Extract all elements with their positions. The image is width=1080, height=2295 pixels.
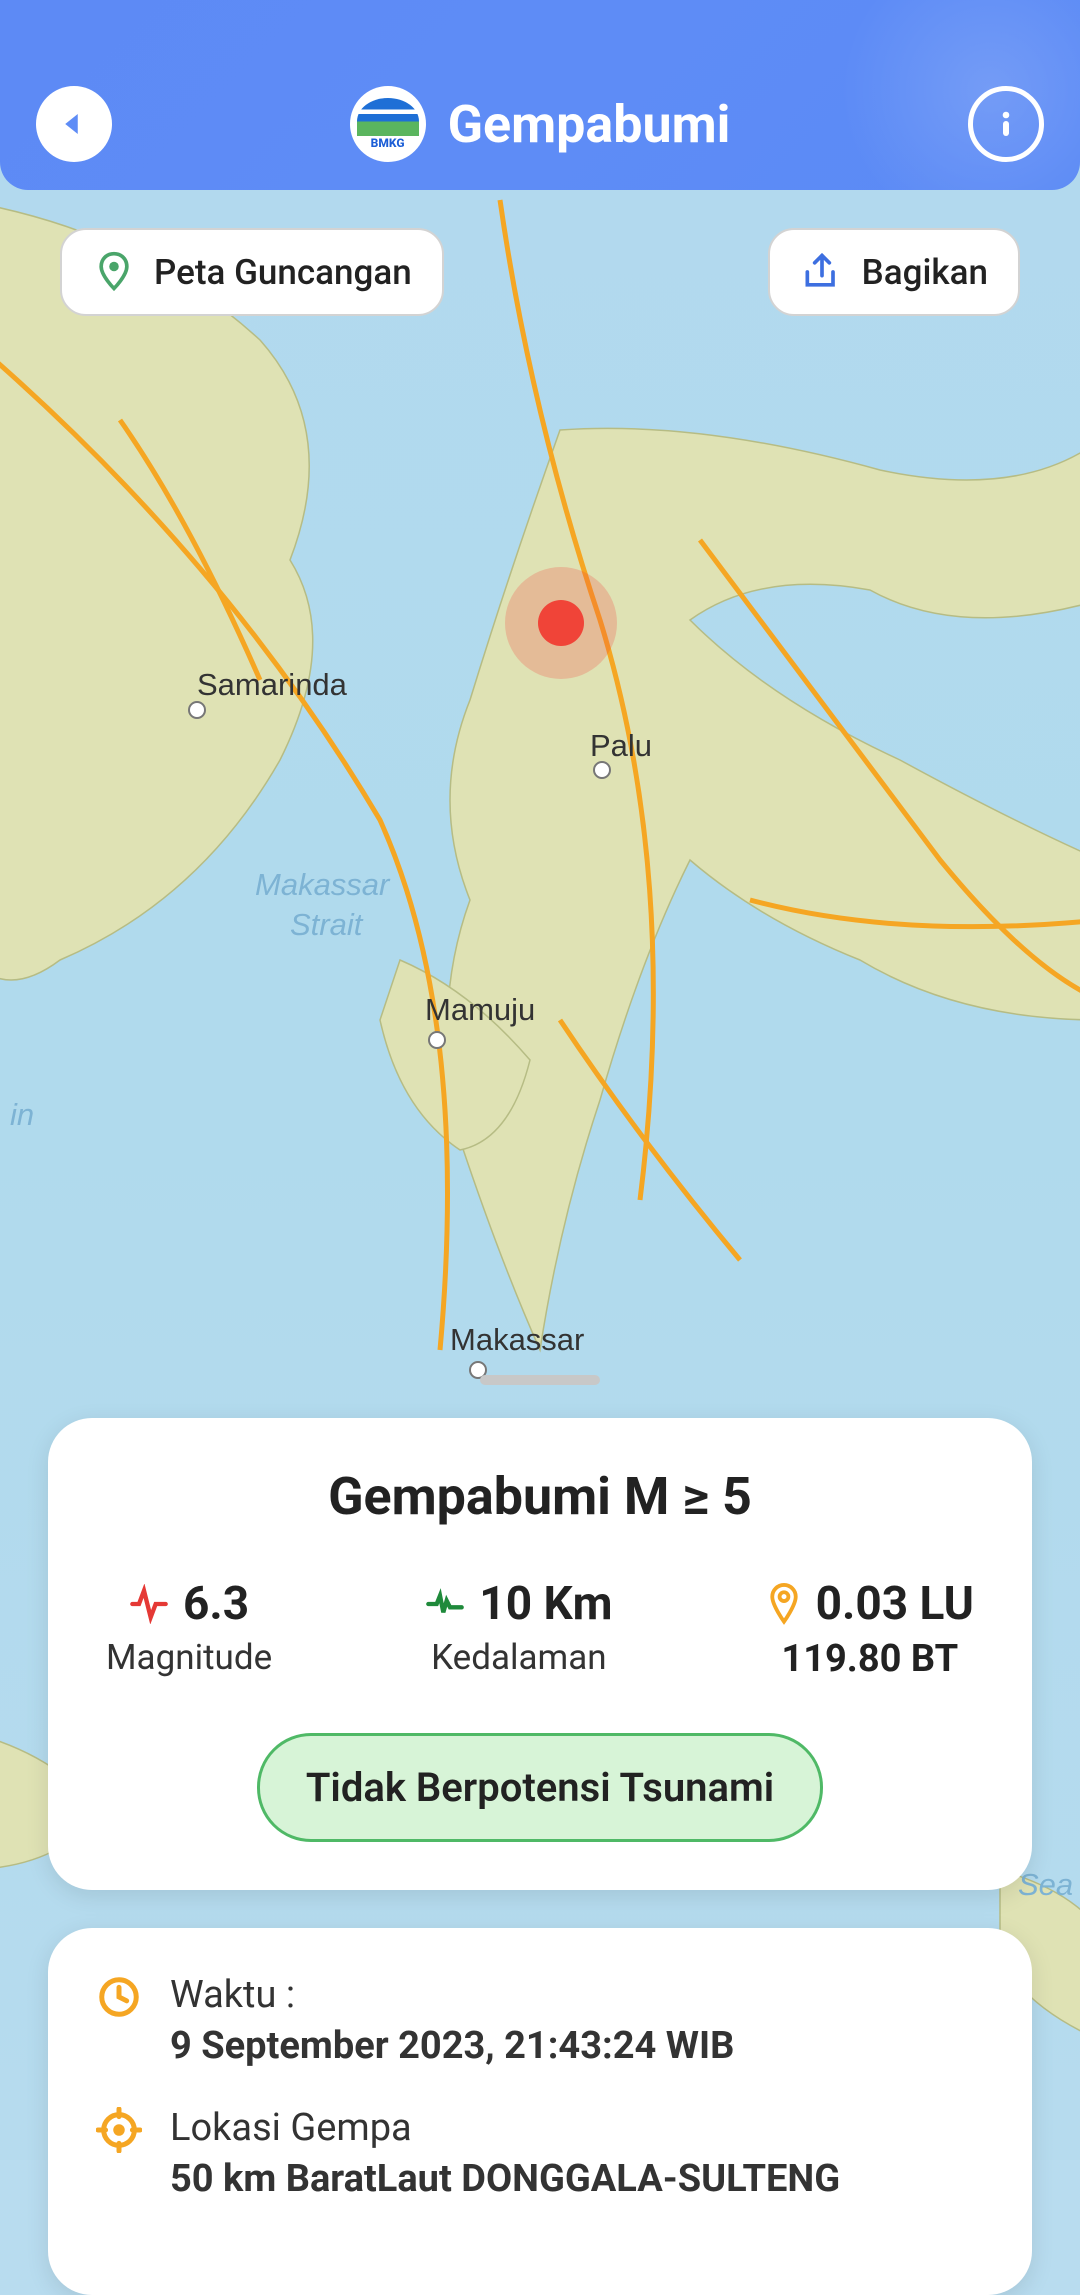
back-button[interactable]: [36, 86, 112, 162]
lon-value: 119.80 BT: [766, 1637, 974, 1681]
depth-label: Kedalaman: [425, 1637, 612, 1678]
share-label: Bagikan: [862, 252, 988, 293]
magnitude-value: 6.3: [183, 1577, 249, 1631]
sheet-drag-handle[interactable]: [480, 1375, 600, 1385]
epicenter-dot: [538, 600, 584, 646]
pulse-icon: [129, 1584, 169, 1624]
app-header: BMKG Gempabumi: [0, 0, 1080, 190]
lat-value: 0.03 LU: [816, 1577, 974, 1631]
map-label-mamuju: Mamuju: [425, 992, 535, 1027]
target-icon: [96, 2107, 142, 2153]
share-button[interactable]: Bagikan: [768, 228, 1020, 316]
clock-icon: [96, 1974, 142, 2020]
map-label-in: in: [10, 1097, 34, 1132]
time-key: Waktu :: [170, 1973, 295, 2017]
map-label-strait-1: Makassar: [255, 867, 391, 902]
tsunami-status-badge: Tidak Berpotensi Tsunami: [257, 1733, 823, 1842]
map-label-palu: Palu: [590, 728, 652, 763]
location-key: Lokasi Gempa: [170, 2106, 412, 2150]
earthquake-detail-card: Waktu : 9 September 2023, 21:43:24 WIB L…: [48, 1928, 1032, 2295]
bmkg-logo-text: BMKG: [371, 136, 405, 150]
detail-row-time: Waktu : 9 September 2023, 21:43:24 WIB: [96, 1970, 984, 2073]
shake-map-label: Peta Guncangan: [154, 252, 412, 293]
magnitude-label: Magnitude: [106, 1637, 272, 1678]
map-label-sea: Sea: [1018, 1867, 1073, 1902]
location-pin-icon: [766, 1582, 802, 1626]
location-value: 50 km BaratLaut DONGGALA-SULTENG: [170, 2154, 840, 2205]
earthquake-summary-card: Gempabumi M ≥ 5 6.3 Magnitude 10 Km Keda…: [48, 1418, 1032, 1890]
card-title: Gempabumi M ≥ 5: [96, 1466, 984, 1527]
map-label-makassar: Makassar: [450, 1322, 584, 1357]
time-value: 9 September 2023, 21:43:24 WIB: [170, 2021, 734, 2072]
metric-coords: 0.03 LU 119.80 BT: [766, 1577, 974, 1681]
header-title: Gempabumi: [448, 94, 731, 155]
metric-magnitude: 6.3 Magnitude: [106, 1577, 272, 1681]
map-label-strait-2: Strait: [290, 907, 364, 942]
depth-icon: [425, 1584, 465, 1624]
share-icon: [800, 250, 844, 294]
depth-value: 10 Km: [479, 1577, 612, 1631]
info-button[interactable]: [968, 86, 1044, 162]
metric-depth: 10 Km Kedalaman: [425, 1577, 612, 1681]
detail-row-location: Lokasi Gempa 50 km BaratLaut DONGGALA-SU…: [96, 2103, 984, 2206]
bmkg-logo-icon: BMKG: [350, 86, 426, 162]
shake-map-button[interactable]: Peta Guncangan: [60, 228, 444, 316]
map-pin-icon: [92, 250, 136, 294]
map-label-samarinda: Samarinda: [197, 667, 348, 702]
